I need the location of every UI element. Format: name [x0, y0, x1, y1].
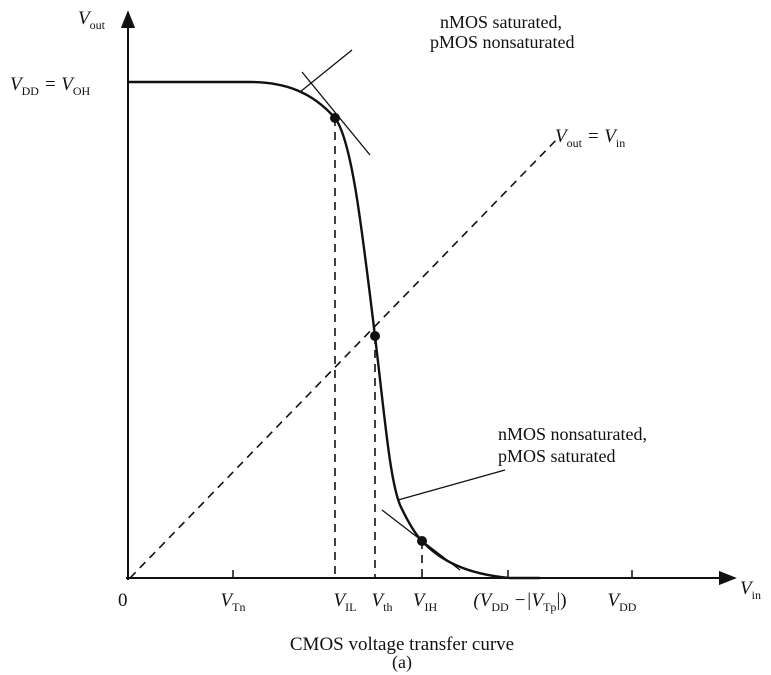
subscript: out: [567, 136, 583, 150]
annotation: nMOS saturated,: [440, 12, 562, 32]
text-part: = V: [39, 74, 75, 95]
text-part: |): [556, 590, 566, 611]
subscript: in: [752, 588, 761, 602]
x-tick-label: 0: [118, 590, 128, 611]
subscript: IL: [345, 600, 356, 614]
subscript: out: [90, 18, 106, 32]
text-part: −|V: [509, 590, 546, 611]
text-part: 0: [118, 590, 128, 611]
sub-caption: (a): [392, 652, 412, 673]
annotation: pMOS saturated: [498, 446, 615, 466]
subscript: Tn: [232, 600, 245, 614]
subscript: th: [383, 600, 392, 614]
subscript: Tp: [543, 600, 556, 614]
subscript: DD: [22, 84, 40, 98]
subscript: in: [616, 136, 625, 150]
subscript: DD: [619, 600, 637, 614]
subscript: IH: [424, 600, 437, 614]
diagram: VoutVinVDD = VOHVout = VinnMOS saturated…: [0, 0, 771, 675]
annotation: nMOS nonsaturated,: [498, 424, 647, 444]
text-part: = V: [582, 126, 618, 147]
annotation: pMOS nonsaturated: [430, 32, 574, 52]
background: [0, 0, 771, 675]
subscript: OH: [73, 84, 91, 98]
subscript: DD: [491, 600, 509, 614]
unity-label: Vout = Vin: [555, 126, 625, 150]
